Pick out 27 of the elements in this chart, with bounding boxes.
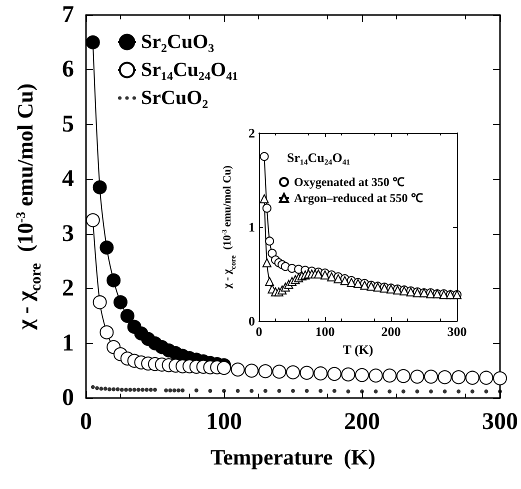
y-tick-label: 1 — [248, 220, 255, 234]
x-tick-label: 100 — [315, 324, 335, 339]
legend-label: Oxygenated at 350 ℃ — [294, 175, 404, 189]
x-tick-label: 300 — [447, 324, 467, 339]
y-tick-label: 1 — [62, 330, 74, 356]
y-tick-label: 6 — [62, 56, 74, 83]
x-axis-title: Temperature (K) — [210, 444, 376, 470]
legend-title: Sr₁₄Cu₂₄O₄₁ — [287, 150, 350, 165]
legend-label: SrCuO₂ — [141, 87, 208, 109]
y-axis-title: χ - χcore (10-3 emu/mol Cu) — [12, 83, 45, 331]
y-tick-label: 3 — [62, 220, 74, 247]
legend-label: Sr₁₄Cu₂₄O₄₁ — [141, 59, 238, 81]
x-tick-label: 200 — [344, 409, 380, 435]
x-axis-title: T (K) — [342, 342, 374, 357]
y-tick-label: 5 — [62, 111, 74, 138]
x-tick-label: 100 — [206, 409, 242, 435]
x-tick-label: 0 — [80, 409, 92, 435]
legend-label: Argon–reduced at 550 ℃ — [294, 191, 423, 205]
x-tick-label: 300 — [482, 409, 518, 435]
legend-label: Sr₂CuO₃ — [141, 31, 214, 53]
y-tick-label: 2 — [248, 126, 255, 140]
x-tick-label: 200 — [381, 324, 401, 339]
y-tick-label: 7 — [62, 2, 74, 28]
y-tick-label: 2 — [62, 276, 74, 302]
y-tick-label: 0 — [248, 314, 255, 328]
y-tick-label: 0 — [62, 385, 74, 411]
y-tick-label: 4 — [62, 166, 74, 192]
